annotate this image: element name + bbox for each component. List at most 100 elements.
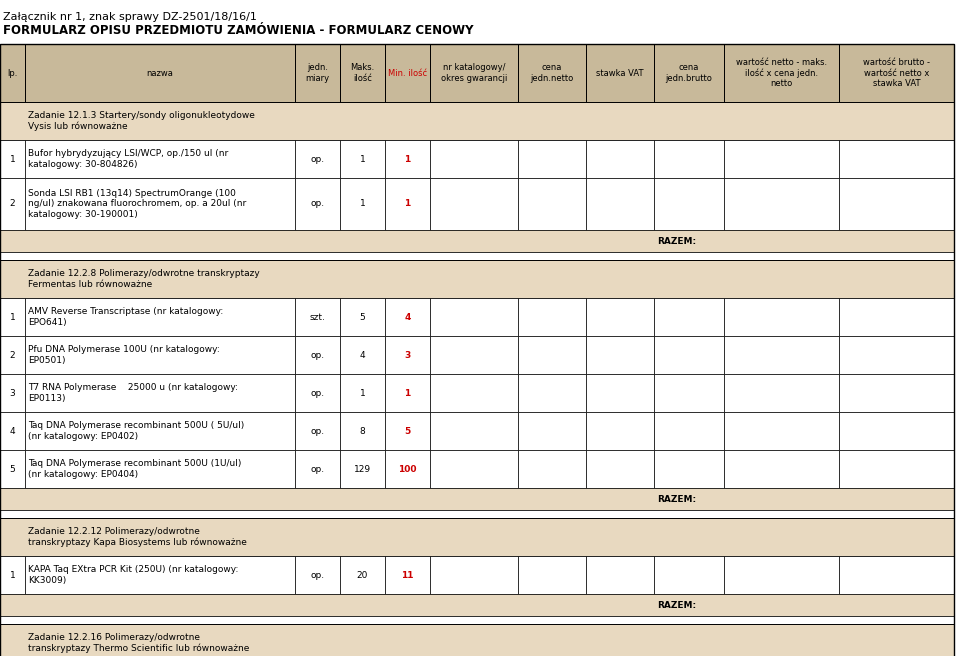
Bar bbox=[586, 412, 654, 450]
Bar bbox=[586, 556, 654, 594]
Text: 1: 1 bbox=[405, 199, 410, 209]
Bar bbox=[518, 336, 586, 374]
Bar bbox=[340, 450, 385, 488]
Bar bbox=[295, 374, 340, 412]
Bar bbox=[0, 44, 25, 102]
Text: nr katalogowy/
okres gwarancji: nr katalogowy/ okres gwarancji bbox=[441, 63, 507, 83]
Text: op.: op. bbox=[311, 426, 324, 436]
Bar bbox=[586, 178, 654, 230]
Bar bbox=[25, 374, 295, 412]
Bar bbox=[0, 336, 25, 374]
Text: 5: 5 bbox=[405, 426, 410, 436]
Text: 2: 2 bbox=[10, 350, 15, 359]
Bar bbox=[0, 298, 25, 336]
Bar bbox=[586, 336, 654, 374]
Text: 20: 20 bbox=[357, 571, 368, 579]
Text: stawka VAT: stawka VAT bbox=[596, 68, 643, 77]
Bar bbox=[340, 178, 385, 230]
Bar bbox=[586, 140, 654, 178]
Text: Zadanie 12.2.12 Polimerazy/odwrotne
transkryptazy Kapa Biosystems lub równoważne: Zadanie 12.2.12 Polimerazy/odwrotne tran… bbox=[28, 527, 246, 547]
Bar bbox=[654, 44, 724, 102]
Bar bbox=[25, 298, 295, 336]
Bar bbox=[654, 556, 724, 594]
Bar bbox=[518, 44, 586, 102]
Text: szt.: szt. bbox=[310, 312, 325, 321]
Text: 1: 1 bbox=[405, 155, 410, 163]
Text: FORMULARZ OPISU PRZEDMIOTU ZAMÓWIENIA - FORMULARZ CENOWY: FORMULARZ OPISU PRZEDMIOTU ZAMÓWIENIA - … bbox=[3, 24, 474, 37]
Text: op.: op. bbox=[311, 388, 324, 398]
Bar bbox=[385, 178, 430, 230]
Text: T7 RNA Polymerase    25000 u (nr katalogowy:
EP0113): T7 RNA Polymerase 25000 u (nr katalogowy… bbox=[28, 383, 238, 403]
Text: Sonda LSI RB1 (13q14) SpectrumOrange (100
ng/ul) znakowana fluorochromem, op. a : Sonda LSI RB1 (13q14) SpectrumOrange (10… bbox=[28, 189, 246, 219]
Text: wartość netto - maks.
ilość x cena jedn.
netto: wartość netto - maks. ilość x cena jedn.… bbox=[736, 58, 827, 88]
Bar bbox=[724, 140, 839, 178]
Text: AMV Reverse Transcriptase (nr katalogowy:
EPO641): AMV Reverse Transcriptase (nr katalogowy… bbox=[28, 307, 223, 327]
Text: Zadanie 12.2.16 Polimerazy/odwrotne
transkryptazy Thermo Scientific lub równoważ: Zadanie 12.2.16 Polimerazy/odwrotne tran… bbox=[28, 633, 249, 653]
Bar bbox=[654, 374, 724, 412]
Bar bbox=[0, 230, 954, 252]
Bar bbox=[839, 178, 954, 230]
Bar bbox=[340, 412, 385, 450]
Bar bbox=[0, 518, 954, 556]
Text: lp.: lp. bbox=[8, 68, 17, 77]
Text: Bufor hybrydyzujący LSI/WCP, op./150 ul (nr
katalogowy: 30-804826): Bufor hybrydyzujący LSI/WCP, op./150 ul … bbox=[28, 150, 228, 169]
Bar bbox=[0, 556, 25, 594]
Bar bbox=[0, 450, 25, 488]
Bar bbox=[295, 412, 340, 450]
Bar bbox=[385, 556, 430, 594]
Bar bbox=[25, 412, 295, 450]
Bar bbox=[0, 594, 954, 616]
Text: 3: 3 bbox=[10, 388, 15, 398]
Bar bbox=[340, 44, 385, 102]
Text: Taq DNA Polymerase recombinant 500U (1U/ul)
(nr katalogowy: EP0404): Taq DNA Polymerase recombinant 500U (1U/… bbox=[28, 459, 242, 479]
Text: 1: 1 bbox=[405, 388, 410, 398]
Text: RAZEM:: RAZEM: bbox=[657, 237, 696, 245]
Text: op.: op. bbox=[311, 155, 324, 163]
Bar bbox=[0, 488, 954, 510]
Text: jedn.
miary: jedn. miary bbox=[305, 63, 330, 83]
Bar bbox=[340, 556, 385, 594]
Bar bbox=[586, 44, 654, 102]
Bar bbox=[839, 374, 954, 412]
Bar bbox=[654, 140, 724, 178]
Bar bbox=[724, 450, 839, 488]
Bar bbox=[654, 336, 724, 374]
Text: op.: op. bbox=[311, 199, 324, 209]
Bar bbox=[839, 450, 954, 488]
Bar bbox=[385, 336, 430, 374]
Bar bbox=[839, 298, 954, 336]
Bar bbox=[25, 140, 295, 178]
Text: Zadanie 12.2.8 Polimerazy/odwrotne transkryptazy
Fermentas lub równoważne: Zadanie 12.2.8 Polimerazy/odwrotne trans… bbox=[28, 270, 260, 289]
Bar bbox=[430, 374, 518, 412]
Bar bbox=[340, 374, 385, 412]
Text: Załącznik nr 1, znak sprawy DZ-2501/18/16/1: Załącznik nr 1, znak sprawy DZ-2501/18/1… bbox=[3, 12, 257, 22]
Bar bbox=[430, 450, 518, 488]
Text: Pfu DNA Polymerase 100U (nr katalogowy:
EP0501): Pfu DNA Polymerase 100U (nr katalogowy: … bbox=[28, 345, 220, 365]
Bar bbox=[385, 374, 430, 412]
Bar bbox=[295, 336, 340, 374]
Bar bbox=[839, 556, 954, 594]
Bar bbox=[385, 140, 430, 178]
Text: op.: op. bbox=[311, 350, 324, 359]
Bar bbox=[340, 336, 385, 374]
Bar bbox=[0, 624, 954, 656]
Text: 5: 5 bbox=[10, 464, 15, 474]
Text: 1: 1 bbox=[360, 155, 365, 163]
Text: Maks.
ilość: Maks. ilość bbox=[350, 63, 375, 83]
Bar bbox=[586, 450, 654, 488]
Text: nazwa: nazwa bbox=[147, 68, 174, 77]
Bar bbox=[25, 178, 295, 230]
Bar bbox=[0, 616, 954, 624]
Text: 1: 1 bbox=[360, 388, 365, 398]
Text: 5: 5 bbox=[360, 312, 365, 321]
Text: 1: 1 bbox=[10, 571, 15, 579]
Text: 4: 4 bbox=[10, 426, 15, 436]
Bar bbox=[295, 450, 340, 488]
Bar bbox=[385, 44, 430, 102]
Text: Min. ilość: Min. ilość bbox=[388, 68, 427, 77]
Text: 4: 4 bbox=[405, 312, 410, 321]
Bar bbox=[724, 412, 839, 450]
Text: 11: 11 bbox=[401, 571, 413, 579]
Text: 2: 2 bbox=[10, 199, 15, 209]
Text: 1: 1 bbox=[360, 199, 365, 209]
